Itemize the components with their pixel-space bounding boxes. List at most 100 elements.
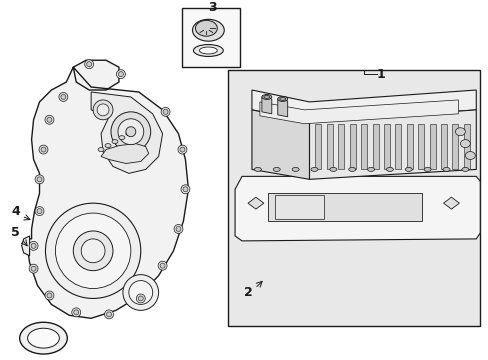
Polygon shape <box>463 124 469 170</box>
Polygon shape <box>383 124 389 170</box>
Ellipse shape <box>161 107 170 116</box>
Ellipse shape <box>41 147 46 152</box>
Ellipse shape <box>193 45 223 57</box>
Bar <box>228 70 479 326</box>
Ellipse shape <box>273 167 280 171</box>
Ellipse shape <box>178 145 186 154</box>
Ellipse shape <box>27 328 59 348</box>
Ellipse shape <box>264 95 269 98</box>
Ellipse shape <box>442 167 449 171</box>
Ellipse shape <box>106 312 111 317</box>
Ellipse shape <box>160 263 165 268</box>
Ellipse shape <box>81 239 105 263</box>
Ellipse shape <box>104 310 113 319</box>
Ellipse shape <box>59 93 68 102</box>
Ellipse shape <box>163 109 168 114</box>
Ellipse shape <box>31 266 36 271</box>
Ellipse shape <box>310 167 317 171</box>
Polygon shape <box>251 90 475 122</box>
Ellipse shape <box>174 225 183 233</box>
Ellipse shape <box>118 119 143 145</box>
Ellipse shape <box>181 185 189 194</box>
Ellipse shape <box>35 207 44 216</box>
Ellipse shape <box>454 128 465 136</box>
Polygon shape <box>372 124 378 170</box>
Polygon shape <box>259 100 457 124</box>
Ellipse shape <box>61 94 66 99</box>
Ellipse shape <box>29 241 38 250</box>
Text: 3: 3 <box>207 1 216 14</box>
Polygon shape <box>429 124 435 170</box>
Ellipse shape <box>84 60 93 69</box>
Ellipse shape <box>176 226 181 231</box>
Ellipse shape <box>405 167 411 171</box>
Ellipse shape <box>136 294 145 303</box>
Ellipse shape <box>39 145 48 154</box>
Ellipse shape <box>29 264 38 273</box>
Ellipse shape <box>73 231 113 271</box>
Ellipse shape <box>74 310 79 315</box>
Ellipse shape <box>37 209 42 213</box>
Polygon shape <box>21 236 30 256</box>
Text: 4: 4 <box>11 204 20 217</box>
Polygon shape <box>251 110 309 179</box>
Ellipse shape <box>199 47 217 54</box>
Ellipse shape <box>125 132 132 136</box>
Bar <box>182 8 240 67</box>
Ellipse shape <box>93 100 113 120</box>
Polygon shape <box>23 60 188 318</box>
Text: 5: 5 <box>11 226 20 239</box>
Polygon shape <box>326 124 332 170</box>
Polygon shape <box>417 124 423 170</box>
Polygon shape <box>262 97 271 114</box>
Polygon shape <box>406 124 412 170</box>
Ellipse shape <box>423 167 430 171</box>
Polygon shape <box>451 124 457 170</box>
Polygon shape <box>315 124 321 170</box>
Ellipse shape <box>31 243 36 248</box>
Polygon shape <box>235 176 479 241</box>
Ellipse shape <box>72 308 81 317</box>
Ellipse shape <box>35 175 44 184</box>
Ellipse shape <box>291 167 299 171</box>
Ellipse shape <box>367 167 374 171</box>
Ellipse shape <box>138 296 143 301</box>
Ellipse shape <box>386 167 392 171</box>
Ellipse shape <box>118 72 123 77</box>
Ellipse shape <box>465 152 474 159</box>
Ellipse shape <box>122 275 158 310</box>
Ellipse shape <box>279 98 285 100</box>
Polygon shape <box>309 110 475 179</box>
Ellipse shape <box>461 167 468 171</box>
Ellipse shape <box>262 94 271 99</box>
Bar <box>274 195 324 219</box>
Ellipse shape <box>460 140 469 148</box>
Polygon shape <box>443 197 458 209</box>
Ellipse shape <box>119 136 124 140</box>
Ellipse shape <box>195 20 217 36</box>
Polygon shape <box>440 124 446 170</box>
Ellipse shape <box>105 144 111 148</box>
Polygon shape <box>395 124 401 170</box>
Ellipse shape <box>116 69 125 78</box>
Ellipse shape <box>20 322 67 354</box>
Ellipse shape <box>112 140 118 144</box>
Ellipse shape <box>277 96 287 102</box>
Ellipse shape <box>192 19 224 41</box>
Ellipse shape <box>55 213 131 288</box>
Ellipse shape <box>98 148 104 152</box>
Polygon shape <box>101 144 148 163</box>
Polygon shape <box>338 124 344 170</box>
Polygon shape <box>361 124 366 170</box>
Ellipse shape <box>47 117 52 122</box>
Ellipse shape <box>86 62 91 67</box>
Ellipse shape <box>158 261 167 270</box>
Polygon shape <box>277 99 287 117</box>
Ellipse shape <box>97 104 109 116</box>
Ellipse shape <box>254 167 261 171</box>
Ellipse shape <box>111 112 150 152</box>
Ellipse shape <box>45 291 54 300</box>
Polygon shape <box>91 92 163 174</box>
Ellipse shape <box>348 167 355 171</box>
Ellipse shape <box>37 177 42 182</box>
